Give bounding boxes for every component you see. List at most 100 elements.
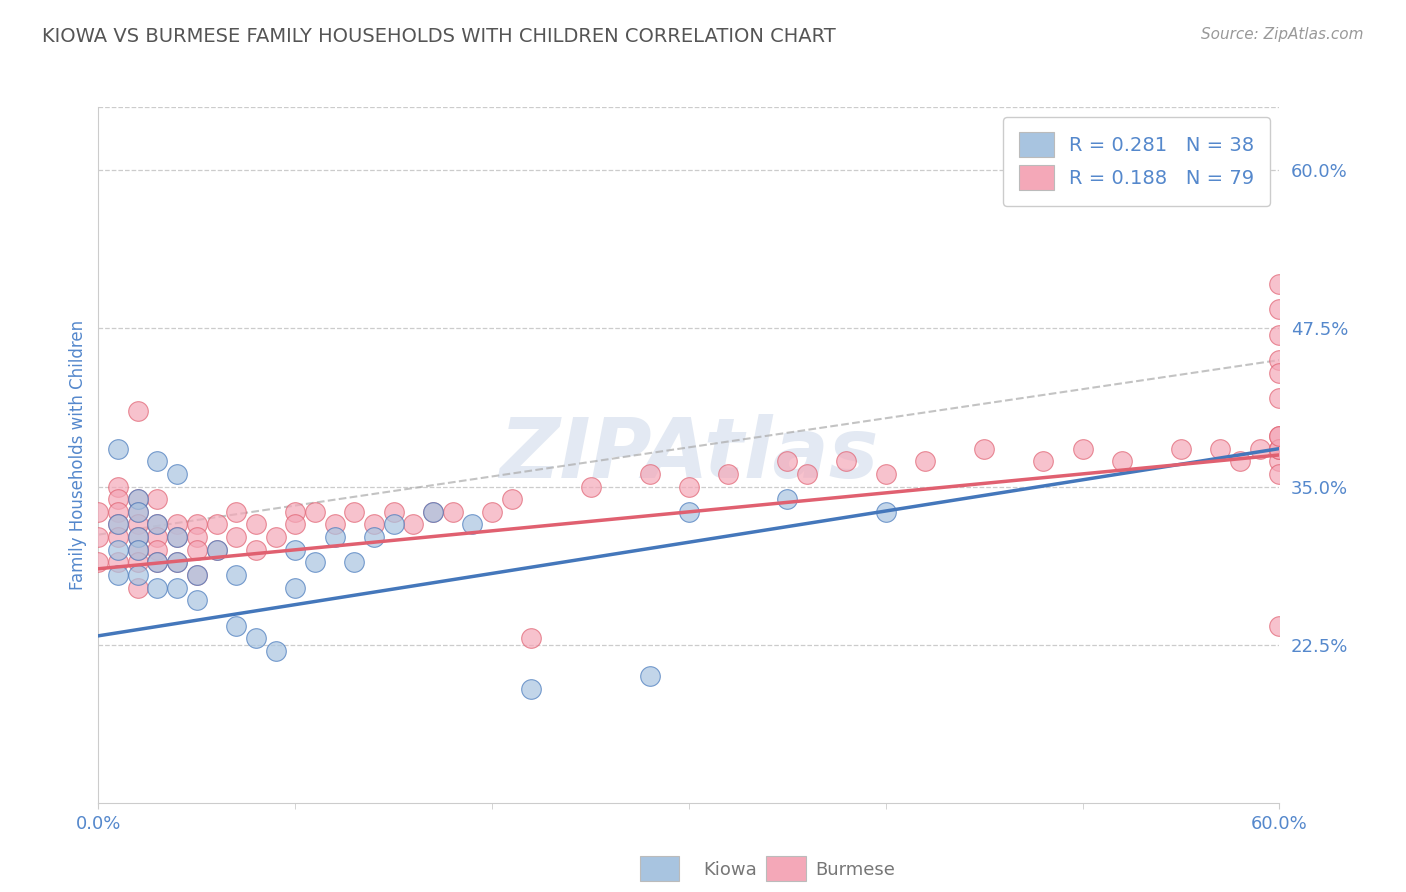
Point [520,681,543,696]
Point [1268,429,1291,443]
Point [402,517,425,532]
Point [166,530,188,544]
Point [186,530,208,544]
Text: KIOWA VS BURMESE FAMILY HOUSEHOLDS WITH CHILDREN CORRELATION CHART: KIOWA VS BURMESE FAMILY HOUSEHOLDS WITH … [42,27,837,45]
Point [87,556,110,570]
Point [284,581,307,595]
Point [1268,442,1291,456]
Point [107,530,129,544]
Point [245,542,267,557]
Point [87,505,110,519]
Point [186,517,208,532]
Point [127,568,149,582]
Point [678,479,700,493]
Point [166,556,188,570]
Point [127,403,149,417]
Point [146,517,169,532]
Point [304,505,326,519]
Point [717,467,740,481]
Point [146,581,169,595]
Point [127,505,149,519]
Point [225,568,247,582]
Point [127,517,149,532]
Point [107,542,129,557]
Point [973,442,995,456]
Point [441,505,464,519]
Point [284,542,307,557]
Point [166,530,188,544]
Point [146,542,169,557]
Point [166,581,188,595]
Point [638,669,661,683]
Point [127,530,149,544]
Point [225,530,247,544]
Legend: R = 0.281   N = 38, R = 0.188   N = 79: R = 0.281 N = 38, R = 0.188 N = 79 [1002,117,1270,206]
Point [638,467,661,481]
Point [323,530,346,544]
Point [382,517,405,532]
Point [127,492,149,507]
Point [461,517,484,532]
Point [205,517,228,532]
Point [776,454,799,468]
Point [382,505,405,519]
Point [107,556,129,570]
Point [127,530,149,544]
Point [284,517,307,532]
Y-axis label: Family Households with Children: Family Households with Children [69,320,87,590]
Point [166,556,188,570]
Point [1209,442,1232,456]
Point [343,556,366,570]
Point [107,492,129,507]
Point [1071,442,1094,456]
Text: Kiowa: Kiowa [703,861,756,879]
Point [107,568,129,582]
Point [284,505,307,519]
Point [363,517,385,532]
Point [146,556,169,570]
Point [146,517,169,532]
Point [245,632,267,646]
Point [146,492,169,507]
Point [264,644,287,658]
Point [1268,454,1291,468]
Point [304,556,326,570]
Point [107,479,129,493]
Point [225,505,247,519]
Point [1268,618,1291,632]
Point [127,505,149,519]
Text: Source: ZipAtlas.com: Source: ZipAtlas.com [1201,27,1364,42]
Point [796,467,818,481]
Point [264,530,287,544]
Point [1170,442,1192,456]
Point [1268,366,1291,380]
Point [107,442,129,456]
Point [1032,454,1054,468]
Point [835,454,858,468]
Point [146,530,169,544]
Point [205,542,228,557]
Point [127,542,149,557]
Point [245,517,267,532]
Point [343,505,366,519]
Point [107,517,129,532]
Point [146,454,169,468]
Point [127,556,149,570]
Point [678,505,700,519]
Point [1268,429,1291,443]
Point [1268,442,1291,456]
Point [914,454,936,468]
Point [127,492,149,507]
Point [481,505,503,519]
Point [422,505,444,519]
Text: Burmese: Burmese [815,861,896,879]
Point [127,581,149,595]
Point [776,492,799,507]
Point [146,556,169,570]
Point [127,542,149,557]
Point [186,593,208,607]
Point [579,479,602,493]
Point [1111,454,1133,468]
Point [501,492,523,507]
Point [1268,277,1291,292]
